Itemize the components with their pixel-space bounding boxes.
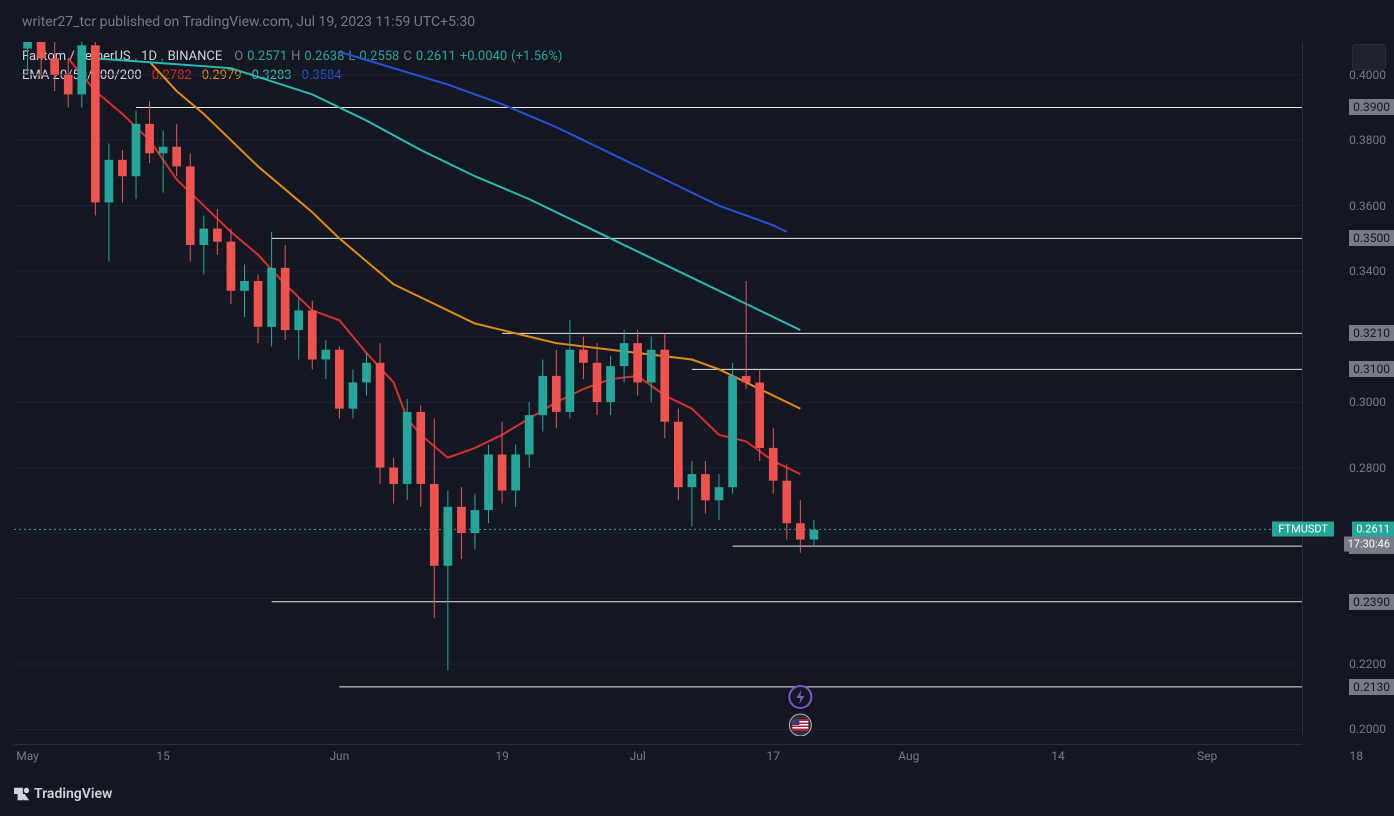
y-tick: 0.2800 [1349,461,1386,475]
y-tick: 0.2200 [1349,657,1386,671]
tv-logo-icon [14,786,30,802]
current-price-label: 0.2611 [1352,522,1394,537]
y-tick: 0.2000 [1349,722,1386,736]
x-tick: Jun [329,749,349,763]
x-tick: Sep [1197,749,1217,763]
x-tick: 19 [495,749,509,763]
x-tick: 14 [1051,749,1065,763]
hline-price-label: 0.2390 [1349,594,1394,610]
hline-price-label: 0.2130 [1349,679,1394,695]
y-tick: 0.3000 [1349,395,1386,409]
x-tick: 15 [156,749,170,763]
y-tick: 0.3600 [1349,199,1386,213]
publish-info: writer27_tcr published on TradingView.co… [22,14,475,30]
tradingview-logo: TradingView [14,786,112,802]
x-tick: Aug [898,749,919,763]
hline-price-label: 0.3500 [1349,230,1394,246]
x-tick: May [16,749,39,763]
chart-area[interactable] [14,42,1302,736]
hline-price-label: 0.3100 [1349,361,1394,377]
price-axis[interactable]: 0.4000 0.3800 0.3600 0.3400 0.3000 0.2800 0.22… [1302,42,1394,736]
symbol-tag: FTMUSDT [1272,522,1334,537]
time-axis[interactable]: May15Jun19Jul17Aug14Sep18 [14,744,1302,766]
tv-logo-text: TradingView [34,786,112,802]
hline-price-label: 0.3210 [1349,325,1394,341]
y-tick: 0.4000 [1349,68,1386,82]
x-tick: Jul [630,749,646,763]
countdown-label: 17:30:46 [1344,537,1394,552]
x-tick: 18 [1349,749,1363,763]
x-tick: 17 [766,749,780,763]
y-tick: 0.3400 [1349,264,1386,278]
hline-price-label: 0.3900 [1349,99,1394,115]
y-tick: 0.3800 [1349,133,1386,147]
